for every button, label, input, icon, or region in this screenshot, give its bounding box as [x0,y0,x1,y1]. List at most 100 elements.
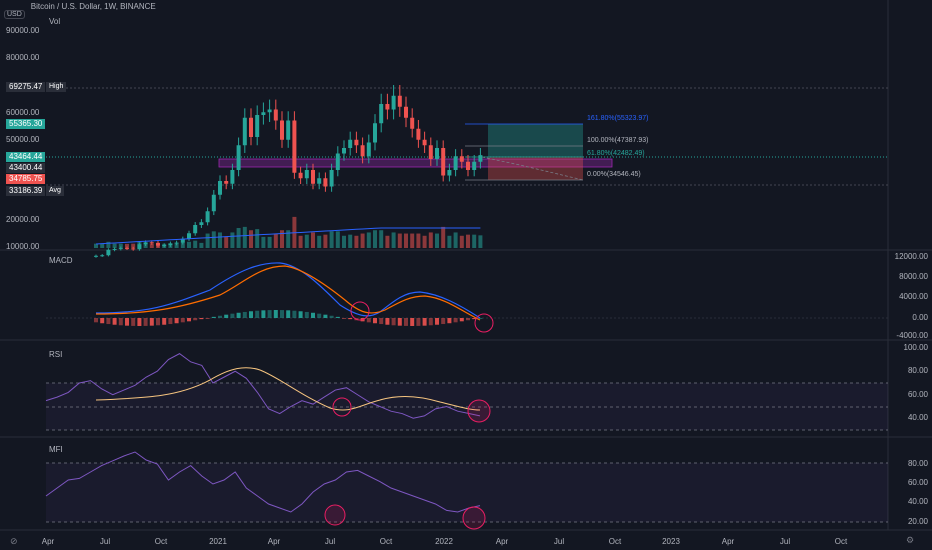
volume-bar [478,235,483,248]
volume-bar [323,234,328,248]
candle-body [428,145,433,159]
volume-bar [218,232,222,248]
volume-bar [354,235,359,248]
price-tick: 50000.00 [6,135,40,144]
rsi-highlight-circle [467,399,491,423]
time-tick: Jul [779,537,791,546]
volume-bar [137,242,142,248]
volume-bar [385,235,390,248]
volume-bar [168,243,173,248]
volume-ma-line [95,227,481,245]
macd-histogram [94,310,483,326]
candle-body [112,248,117,250]
volume-bar [193,240,198,248]
macd-hist-bar [94,318,98,323]
volume-bar [230,232,235,248]
candle-body [323,178,328,187]
volume-label: Vol [49,17,61,26]
time-tick: 2021 [209,537,227,546]
volume-bar [342,235,346,248]
symbol-title: Bitcoin / U.S. Dollar, 1W, BINANCE [30,2,156,11]
close-price-tag: 43400.44 [6,163,46,173]
macd-hist-bar [397,318,402,326]
volume-bar [286,230,291,248]
candle-body [94,255,98,257]
volume-bar [267,236,272,248]
candle-body [366,142,371,157]
price-tick: 80000.00 [6,53,40,62]
candle-body [125,248,129,250]
macd-hist-bar [447,318,452,324]
volume-bar [162,243,167,248]
macd-hist-bar [112,318,117,325]
candle-body [422,139,427,146]
currency-badge[interactable]: USD [4,10,25,19]
time-tick: 2022 [435,537,453,546]
candle-body [410,117,415,129]
volume-bar [211,231,216,248]
candle-body [397,95,402,107]
macd-hist-bar [428,318,433,326]
low-price-tag: 34785.75 [6,174,46,184]
macd-hist-bar [348,318,353,320]
candle-body [335,153,340,170]
fib-100-label: 100.00%(47387.93) [587,137,649,144]
rsi-band [46,383,888,430]
time-tick: 2023 [662,537,680,546]
volume-bar [422,235,427,248]
candle-body [199,222,204,225]
candle-body [459,156,464,162]
candle-body [317,178,322,184]
candle-body [360,145,365,157]
macd-hist-bar [385,318,390,325]
volume-bar [199,242,204,248]
macd-hist-bar [199,318,204,320]
candle-body [453,156,458,170]
candle-body [342,148,346,154]
candle-body [187,233,191,239]
candle-body [466,161,470,170]
macd-hist-bar [280,310,284,318]
volume-bar [205,233,210,248]
macd-hist-bar [453,318,458,323]
macd-hist-bar [267,310,272,318]
macd-hist-bar [422,318,427,326]
volume-bar [472,234,477,248]
macd-hist-bar [459,318,464,322]
candle-body [118,248,123,250]
macd-tick: 12000.00 [894,252,928,261]
timezone-icon[interactable]: ⊘ [10,536,18,546]
candle-body [174,242,179,244]
rsi-tick: 40.00 [907,413,928,422]
macd-hist-bar [416,318,421,326]
macd-hist-bar [249,311,253,318]
candle-body [478,155,483,162]
volume-bar [180,242,185,248]
candle-body [329,170,334,187]
macd-hist-bar [410,318,415,326]
macd-tick: 0.00 [912,313,928,322]
rsi-tick: 80.00 [907,366,928,375]
volume-bar [143,243,148,248]
settings-icon[interactable]: ⚙ [906,535,915,545]
volume-bar [149,243,154,248]
macd-hist-bar [435,318,439,325]
macd-hist-bar [261,310,266,318]
projection-line [481,156,584,181]
volume-bar [379,230,384,248]
mfi-highlight-circle [462,506,486,530]
volume-bar [366,232,371,248]
macd-hist-bar [230,313,235,318]
high-price-tag: 69275.47 [6,82,46,92]
volume-bar [373,230,377,248]
volume-bar [459,235,464,248]
fib-1618-label: 161.80%(55323.97) [587,115,649,122]
volume-bar [280,230,284,248]
macd-hist-bar [168,318,173,325]
mfi-tick: 60.00 [907,478,928,487]
candle-body [236,145,241,170]
macd-hist-bar [106,318,111,325]
candle-body [472,161,477,170]
macd-hist-bar [317,313,322,318]
